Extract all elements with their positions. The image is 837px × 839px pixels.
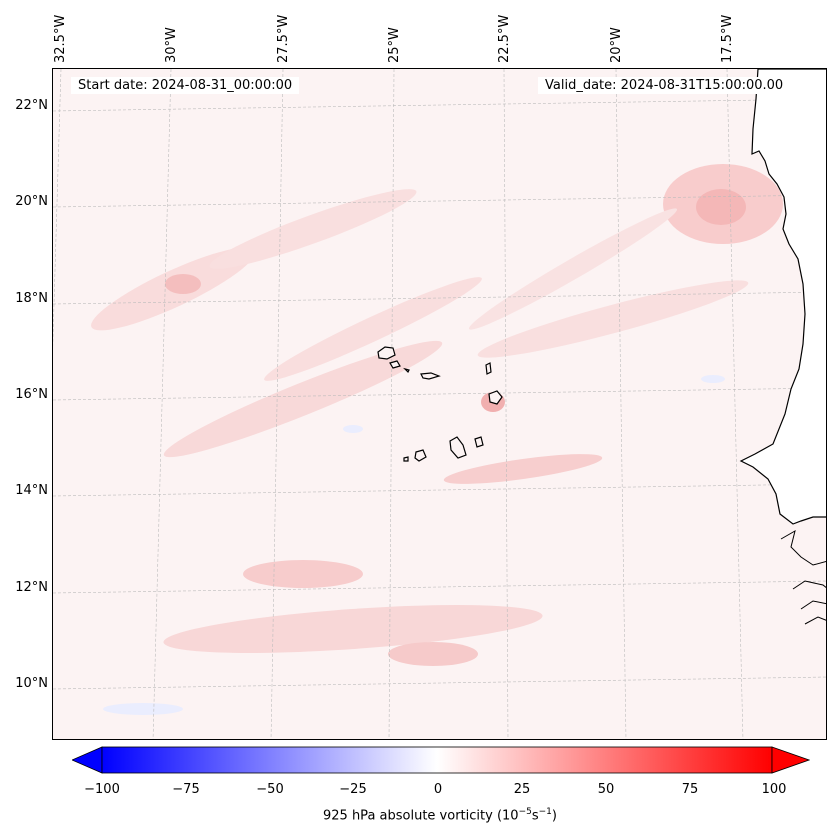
colorbar-label-mid: s [531, 808, 539, 824]
lon-label-25w: 25°W [387, 27, 402, 63]
gridline-lat-12n [53, 580, 826, 594]
colorbar-tick--50: −50 [256, 782, 284, 797]
gridline-lon-32-5w [53, 69, 62, 348]
gridline-lat-22n [53, 98, 826, 112]
colorbar-label-main: 925 hPa absolute vorticity (10 [323, 808, 519, 824]
colorbar-max-extend-arrow [771, 746, 810, 774]
lon-label-22-5w: 22.5°W [497, 14, 512, 63]
lat-label-16n: 16°N [15, 387, 48, 402]
lon-label-20w: 20°W [609, 27, 624, 63]
lat-label-12n: 12°N [15, 580, 48, 595]
graticule [53, 69, 826, 739]
colorbar-tick-75: 75 [681, 782, 699, 797]
valid-date-label: Valid_date: 2024-08-31T15:00:00.00 [538, 77, 791, 94]
colorbar-label-exp2: −1 [538, 807, 552, 817]
colorbar-tick--25: −25 [339, 782, 367, 797]
island-sal [485, 362, 492, 375]
island-sao-nicolau [420, 372, 441, 380]
lat-label-22n: 22°N [15, 98, 48, 113]
gridline-lon-17-5w [726, 69, 744, 739]
gridline-lat-14n [53, 483, 826, 497]
lon-label-27-5w: 27.5°W [276, 14, 291, 63]
colorbar-tick-25: 25 [513, 782, 531, 797]
lat-label-14n: 14°N [15, 483, 48, 498]
colorbar-label: 925 hPa absolute vorticity (10−5s−1) [0, 807, 837, 823]
vorticity-field-map [53, 69, 826, 739]
colorbar-tick-50: 50 [597, 782, 615, 797]
gridline-lat-18n [53, 291, 826, 305]
gridline-lon-27-5w [270, 69, 284, 739]
gridline-lat-20n [53, 194, 826, 208]
island-santiago [449, 436, 467, 459]
colorbar-label-end: ) [551, 808, 557, 824]
lon-label-17-5w: 17.5°W [720, 14, 735, 63]
gridline-lat-16n [53, 387, 826, 401]
lon-label-30w: 30°W [164, 27, 179, 63]
colorbar-tick-100: 100 [761, 782, 787, 797]
colorbar-tick-0: 0 [433, 782, 443, 797]
colorbar-label-exp1: −5 [518, 807, 532, 817]
island-santa-luzia [403, 367, 410, 374]
gridline-lon-20w [615, 69, 627, 739]
island-brava [403, 456, 409, 462]
cape-verde-islands [377, 346, 503, 462]
lat-label-18n: 18°N [15, 291, 48, 306]
gridline-lat-10n [53, 676, 826, 690]
colorbar-gradient [101, 746, 773, 774]
colorbar [72, 746, 810, 774]
gridline-lon-25w [388, 69, 395, 739]
gridline-lon-22-5w [503, 69, 509, 739]
lat-label-10n: 10°N [15, 676, 48, 691]
island-fogo [414, 449, 427, 462]
island-maio [474, 436, 484, 448]
lat-label-20n: 20°N [15, 194, 48, 209]
vorticity-field [91, 164, 783, 715]
africa-coast-detail [780, 529, 826, 625]
colorbar-tick--75: −75 [172, 782, 200, 797]
colorbar-min-extend-arrow [72, 746, 103, 774]
island-sao-vicente [389, 360, 401, 369]
start-date-label: Start date: 2024-08-31_00:00:00 [71, 77, 300, 94]
island-boa-vista [488, 390, 503, 405]
island-santo-antao [377, 346, 396, 360]
map-panel[interactable] [52, 68, 827, 740]
africa-coastline [739, 69, 826, 525]
gridline-lon-30w [152, 69, 172, 739]
lon-label-32-5w: 32.5°W [53, 14, 68, 63]
colorbar-tick--100: −100 [84, 782, 120, 797]
